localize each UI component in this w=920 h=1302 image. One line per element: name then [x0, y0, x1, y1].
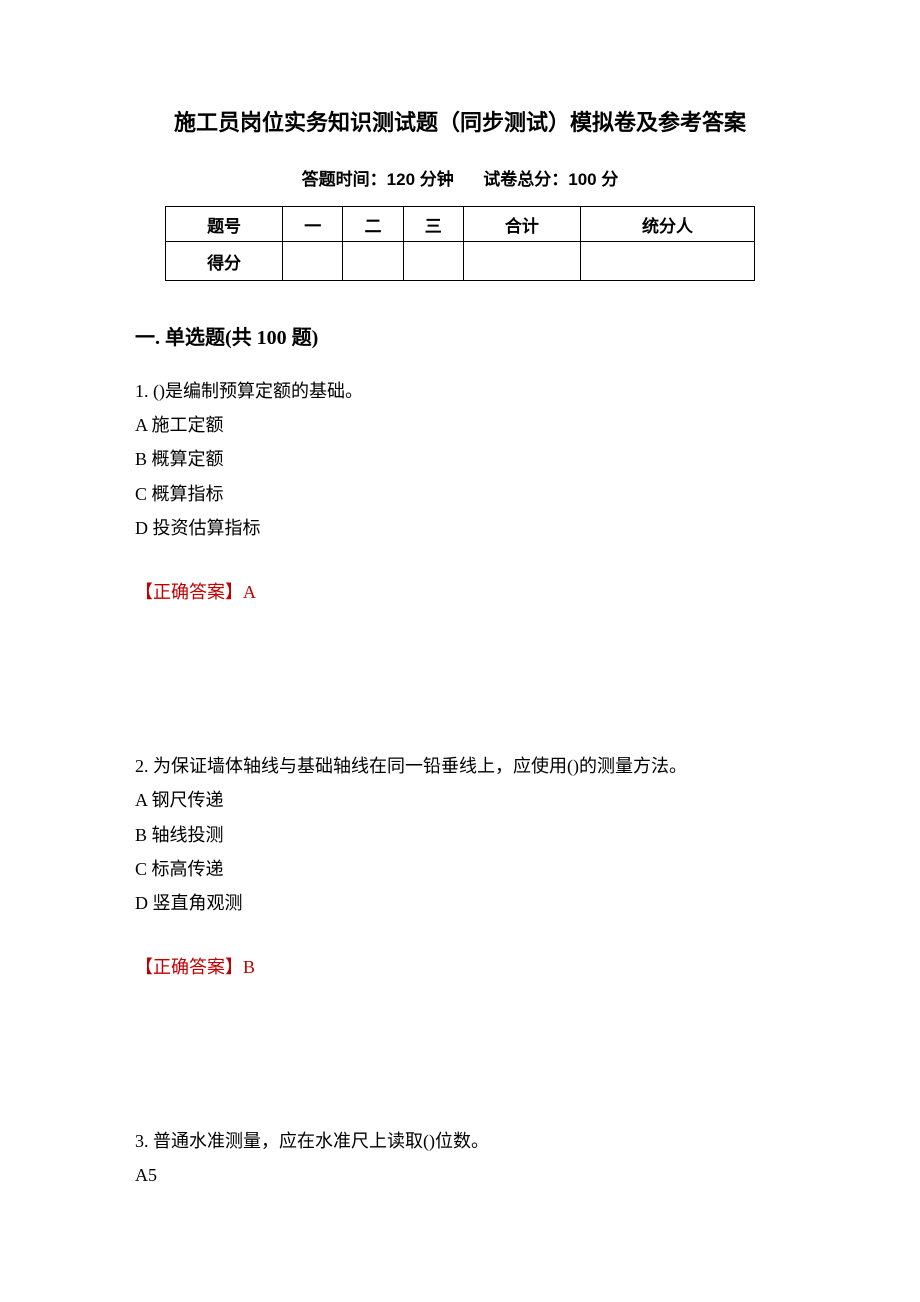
document-title: 施工员岗位实务知识测试题（同步测试）模拟卷及参考答案 — [135, 105, 785, 137]
score-row-label: 得分 — [166, 242, 283, 281]
question-option: B 概算定额 — [135, 442, 785, 476]
score-cell-empty — [463, 242, 580, 281]
question-stem: 1. ()是编制预算定额的基础。 — [135, 374, 785, 408]
spacer — [135, 920, 785, 950]
score-cell-empty — [403, 242, 463, 281]
time-limit: 答题时间：120 分钟 — [302, 170, 454, 189]
score-header-cell: 题号 — [166, 207, 283, 242]
question-option: D 投资估算指标 — [135, 511, 785, 545]
score-header-cell: 合计 — [463, 207, 580, 242]
spacer — [135, 984, 785, 1124]
score-header-cell: 二 — [343, 207, 403, 242]
question-stem: 2. 为保证墙体轴线与基础轴线在同一铅垂线上，应使用()的测量方法。 — [135, 749, 785, 783]
spacer — [135, 609, 785, 749]
section-heading: 一. 单选题(共 100 题) — [135, 321, 785, 350]
question-stem: 3. 普通水准测量，应在水准尺上读取()位数。 — [135, 1124, 785, 1158]
score-cell-empty — [580, 242, 754, 281]
correct-answer: 【正确答案】A — [135, 575, 785, 609]
score-header-cell: 统分人 — [580, 207, 754, 242]
score-table-header-row: 题号 一 二 三 合计 统分人 — [166, 207, 755, 242]
score-table-value-row: 得分 — [166, 242, 755, 281]
question-option: A 施工定额 — [135, 408, 785, 442]
question-option: D 竖直角观测 — [135, 886, 785, 920]
score-header-cell: 三 — [403, 207, 463, 242]
score-table: 题号 一 二 三 合计 统分人 得分 — [165, 206, 755, 281]
question-option: A 钢尺传递 — [135, 783, 785, 817]
score-cell-empty — [283, 242, 343, 281]
document-page: 施工员岗位实务知识测试题（同步测试）模拟卷及参考答案 答题时间：120 分钟 试… — [0, 0, 920, 1253]
question-option: A5 — [135, 1158, 785, 1192]
spacer — [135, 545, 785, 575]
question-option: C 标高传递 — [135, 852, 785, 886]
question-option: C 概算指标 — [135, 477, 785, 511]
total-score: 试卷总分：100 分 — [483, 170, 618, 189]
document-subtitle: 答题时间：120 分钟 试卷总分：100 分 — [135, 165, 785, 190]
question-option: B 轴线投测 — [135, 818, 785, 852]
score-header-cell: 一 — [283, 207, 343, 242]
score-cell-empty — [343, 242, 403, 281]
correct-answer: 【正确答案】B — [135, 950, 785, 984]
